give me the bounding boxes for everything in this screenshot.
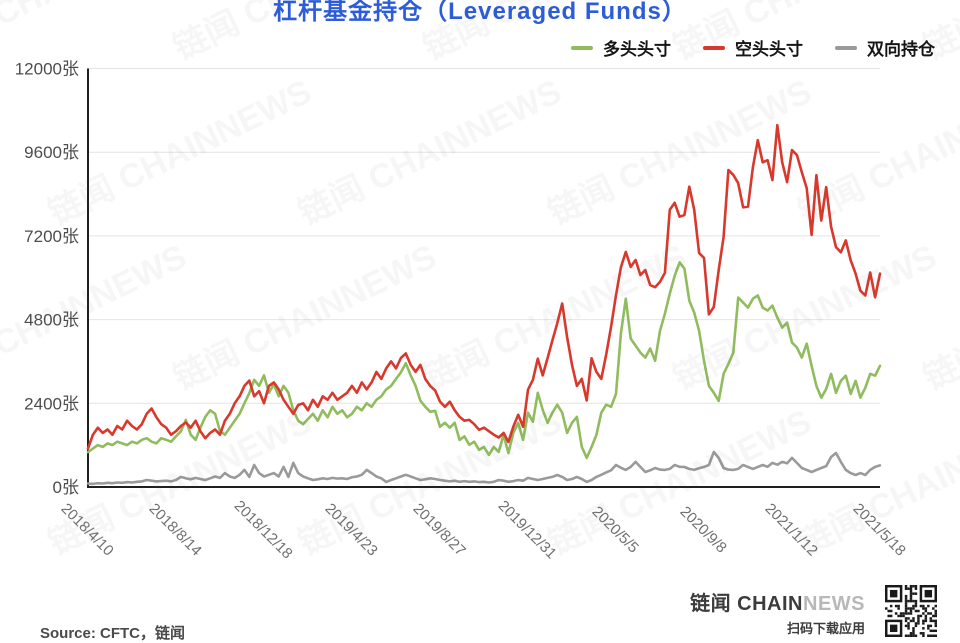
x-tick-label-2018/8/14: 2018/8/14: [146, 500, 205, 559]
x-tick-label-2018/12/18: 2018/12/18: [231, 497, 296, 562]
legend-item-long: 多头头寸: [571, 35, 671, 60]
legend-label-short: 空头头寸: [735, 40, 803, 59]
y-tick-label-2400: 2400张: [24, 394, 79, 413]
x-tick-label-2019/12/31: 2019/12/31: [495, 497, 560, 562]
series-line-short: [86, 123, 882, 450]
x-tick-label-2021/5/18: 2021/5/18: [850, 500, 909, 559]
x-tick-label-2018/4/10: 2018/4/10: [58, 500, 117, 559]
y-tick-label-7200: 7200张: [24, 227, 79, 246]
legend-item-both: 双向持仓: [835, 35, 935, 60]
legend-dash-both-icon: [835, 45, 857, 50]
brand-wordmark: 链闻 CHAINNEWS: [690, 587, 865, 616]
legend-dash-long-icon: [571, 45, 593, 50]
x-tick-label-2019/8/27: 2019/8/27: [410, 500, 469, 559]
brand-secondary: NEWS: [803, 593, 865, 615]
x-tick-label-2021/1/12: 2021/1/12: [762, 500, 821, 559]
chart-legend: 多头头寸 空头头寸 双向持仓: [571, 35, 935, 60]
legend-dash-short-icon: [703, 45, 725, 50]
legend-label-both: 双向持仓: [867, 40, 935, 59]
legend-item-short: 空头头寸: [703, 35, 803, 60]
qr-code-icon: [885, 585, 937, 637]
x-tick-label-2020/5/5: 2020/5/5: [589, 503, 642, 556]
y-tick-label-9600: 9600张: [24, 143, 79, 162]
brand-primary: 链闻 CHAIN: [690, 593, 803, 615]
y-tick-label-12000: 12000张: [15, 60, 79, 79]
y-tick-label-0: 0张: [53, 478, 79, 497]
x-tick-label-2020/9/8: 2020/9/8: [677, 503, 730, 556]
series-line-both: [86, 450, 882, 486]
chart-title: 杠杆基金持仓（Leveraged Funds）: [273, 0, 687, 25]
legend-label-long: 多头头寸: [603, 40, 671, 59]
brand-tagline: 扫码下载应用: [786, 621, 865, 636]
brand-logo: 链闻 CHAINNEWS 扫码下载应用: [690, 587, 865, 637]
x-tick-label-2019/4/23: 2019/4/23: [322, 500, 381, 559]
chart-canvas: 0张 2400张 4800张 7200张 9600张 12000张 2018/4/10 201…: [15, 60, 909, 563]
y-tick-label-4800: 4800张: [24, 311, 79, 330]
